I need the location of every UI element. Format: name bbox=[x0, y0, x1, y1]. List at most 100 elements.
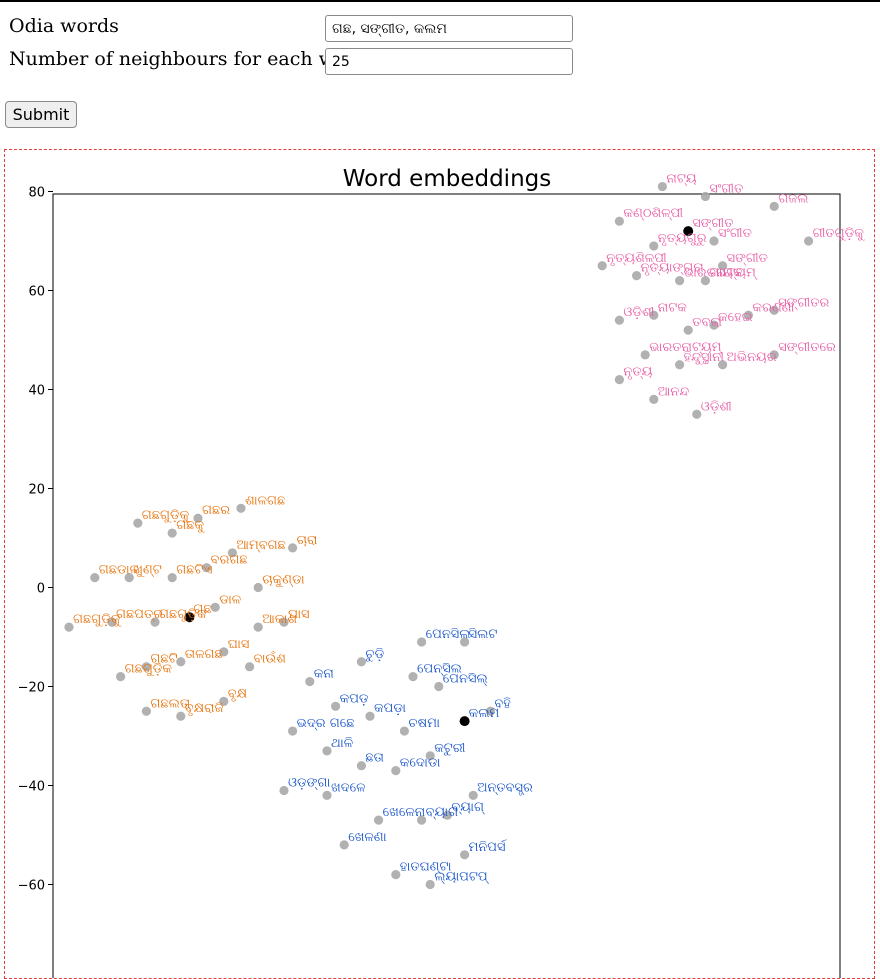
data-point bbox=[769, 201, 779, 211]
data-point bbox=[434, 681, 444, 692]
data-point bbox=[743, 310, 754, 320]
data-point bbox=[408, 672, 418, 682]
point-label: ଗଛଗୁଡ଼ିକ bbox=[159, 607, 207, 622]
data-point bbox=[391, 870, 401, 880]
data-point bbox=[675, 360, 685, 370]
point-label: ନାଟକ bbox=[658, 300, 687, 315]
data-point bbox=[356, 657, 366, 667]
data-point bbox=[365, 711, 375, 721]
point-label: କଦୋଡା bbox=[400, 756, 441, 771]
data-point bbox=[210, 602, 220, 612]
words-input[interactable] bbox=[325, 15, 573, 42]
data-point bbox=[219, 647, 229, 657]
point-label: ଭାରତନାଟ୍ୟମ୍ bbox=[684, 266, 758, 281]
data-point bbox=[124, 573, 134, 583]
point-label: ସଙ୍ଗୀତ bbox=[692, 216, 733, 231]
data-point bbox=[468, 790, 478, 801]
submit-button[interactable]: Submit bbox=[5, 101, 77, 128]
point-label: ଅନ୍ତବସ୍ତ୍ର bbox=[477, 780, 533, 795]
word-embeddings-chart: Word embeddings 80 60 40 20 0 −20 −40 −60 ନାଟ୍ୟ… bbox=[18, 166, 865, 978]
point-label: ଘାସ bbox=[228, 637, 250, 652]
data-point bbox=[279, 785, 289, 796]
data-point bbox=[253, 582, 263, 593]
point-label: ଚାରା bbox=[297, 533, 318, 548]
point-label: ଶାଳଗଛ bbox=[245, 493, 285, 508]
data-point bbox=[718, 261, 728, 271]
data-point bbox=[700, 191, 711, 202]
data-point bbox=[675, 276, 685, 286]
data-point bbox=[202, 563, 212, 573]
point-label: ଅଭିନୟର bbox=[727, 350, 777, 365]
data-point bbox=[417, 815, 427, 825]
y-tick-label: 40 bbox=[28, 384, 45, 399]
point-label: ଚାକୁଣ୍ଡା bbox=[262, 573, 304, 588]
neighbours-label: Number of neighbours for each word bbox=[9, 48, 368, 70]
point-label: ଡାଳ bbox=[219, 592, 241, 607]
point-label: କଟୁରୀ bbox=[434, 741, 465, 756]
point-label: କପଡ଼ bbox=[340, 691, 369, 706]
y-axis: 80 60 40 20 0 −20 −40 −60 bbox=[18, 186, 53, 894]
data-point bbox=[700, 276, 711, 286]
point-label: ନୃତ୍ୟଶିଳ୍ପୀ bbox=[606, 251, 667, 266]
point-label: ମନିପର୍ସ bbox=[469, 839, 508, 855]
data-point bbox=[485, 706, 495, 716]
top-divider bbox=[0, 0, 880, 2]
data-point bbox=[90, 573, 100, 583]
data-point bbox=[718, 360, 728, 370]
data-point bbox=[356, 761, 366, 771]
point-label: ବ୍ୟାଗ୍ bbox=[451, 800, 484, 815]
point-label: ଲ୍ୟାପଟପ୍ bbox=[434, 870, 489, 885]
data-point bbox=[460, 850, 470, 860]
data-point bbox=[769, 305, 779, 315]
data-point bbox=[374, 815, 384, 825]
data-point bbox=[632, 271, 642, 281]
data-point bbox=[425, 879, 435, 890]
data-point bbox=[425, 751, 435, 761]
data-point bbox=[305, 676, 315, 687]
point-label: ପେନ୍ସିଲ bbox=[417, 662, 462, 677]
point-label: ଗଜଲ bbox=[778, 191, 808, 206]
point-label: ଆମ୍ବଗଛ bbox=[236, 538, 285, 553]
y-tick-label: 0 bbox=[37, 582, 45, 597]
point-label: ବାଉଁଶ bbox=[254, 651, 287, 667]
point-label: ଚଷମା bbox=[408, 716, 440, 731]
point-label: ଖୁଣ୍ଟ bbox=[133, 563, 162, 578]
data-point bbox=[167, 528, 177, 538]
data-point bbox=[116, 672, 126, 682]
point-label: ସଙ୍ଗୀତ bbox=[727, 251, 768, 266]
point-label: ଆକାଶ bbox=[262, 612, 297, 627]
data-point bbox=[442, 810, 452, 820]
data-point bbox=[253, 622, 263, 632]
query-word-point bbox=[459, 716, 470, 727]
data-point bbox=[399, 726, 409, 736]
y-tick-label: 60 bbox=[28, 285, 45, 300]
data-point bbox=[649, 394, 659, 404]
point-label: ବହି bbox=[494, 696, 511, 711]
point-label: ଗଛକୁ bbox=[176, 518, 205, 533]
data-point bbox=[614, 216, 625, 226]
point-label: ଗଛ bbox=[193, 602, 211, 617]
point-label: କନା bbox=[314, 667, 334, 682]
data-point bbox=[141, 706, 151, 716]
point-label: ଖେଳେନା bbox=[383, 805, 426, 820]
point-label: ବୃକ୍ଷରାଜି bbox=[185, 701, 224, 716]
point-label: ହାତଘଣ୍ଟା bbox=[400, 860, 452, 875]
point-label: ନୃତ୍ୟଗୁରୁ bbox=[658, 231, 707, 246]
data-point bbox=[219, 696, 229, 706]
point-label: ବୃକ୍ଷ bbox=[228, 686, 248, 701]
point-label: ନୃତ୍ୟ bbox=[623, 365, 652, 380]
data-point bbox=[331, 701, 341, 711]
data-point bbox=[391, 766, 401, 776]
data-point bbox=[236, 503, 246, 513]
data-point bbox=[339, 840, 349, 850]
data-point bbox=[133, 518, 143, 528]
neighbours-input[interactable] bbox=[325, 48, 573, 75]
point-label: ଗୀତଗୁଡ଼ିକୁ bbox=[813, 226, 866, 241]
y-tick-label: −40 bbox=[18, 780, 45, 795]
point-label: ଗଛପତ୍ର bbox=[116, 607, 163, 622]
y-tick-label: −20 bbox=[18, 681, 45, 696]
data-point bbox=[649, 310, 659, 320]
data-point bbox=[176, 711, 186, 721]
data-point bbox=[709, 236, 719, 246]
